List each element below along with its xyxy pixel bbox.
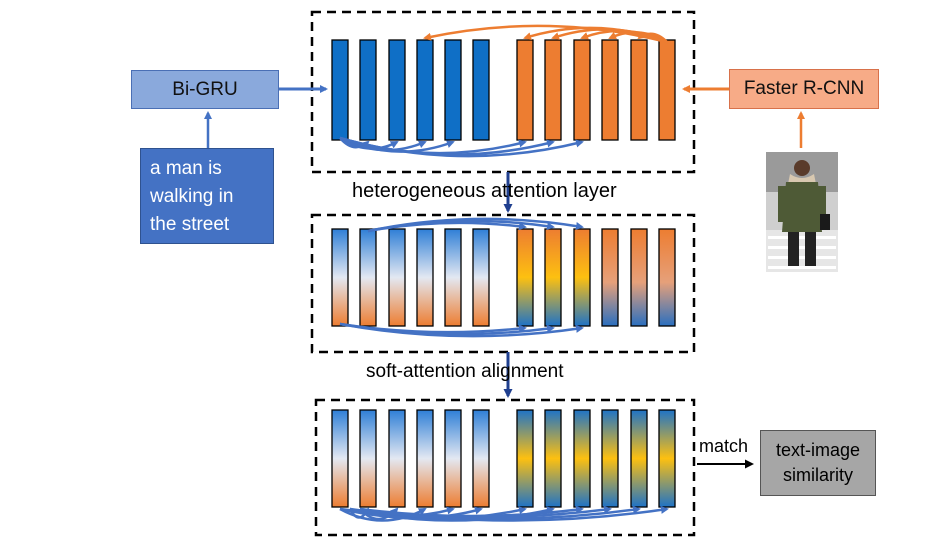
stage3-attention-arc-11 bbox=[359, 505, 669, 522]
heterogeneous-layer-caption: heterogeneous attention layer bbox=[352, 180, 617, 202]
stage1-image-feature-4 bbox=[601, 39, 619, 141]
stage3-text-feature-5 bbox=[444, 409, 462, 508]
stage1-text-attention-arc-7 bbox=[339, 136, 584, 158]
stage2-text-feature-2 bbox=[359, 228, 377, 327]
bi-gru-label: Bi-GRU bbox=[172, 78, 238, 100]
stage2-text-feature-3 bbox=[388, 228, 406, 327]
query-text: a man is walking in the street bbox=[150, 158, 234, 235]
stage1-image-feature-6 bbox=[658, 39, 676, 141]
stage2-image-feature-4 bbox=[601, 228, 619, 327]
stage2-frame bbox=[310, 213, 696, 354]
stage3-text-feature-4 bbox=[416, 409, 434, 508]
stage3-text-feature-3 bbox=[388, 409, 406, 508]
stage2-image-feature-3 bbox=[573, 228, 591, 327]
stage3-text-feature-6 bbox=[472, 409, 490, 508]
stage2-text-feature-1 bbox=[331, 228, 349, 327]
similarity-label: text-image similarity bbox=[775, 440, 861, 485]
bi-gru-box: Bi-GRU bbox=[131, 70, 279, 109]
stage3-image-feature-2 bbox=[544, 409, 562, 508]
stage2-image-feature-6 bbox=[658, 228, 676, 327]
stage1-text-feature-5 bbox=[444, 39, 462, 141]
stage1-image-feature-1 bbox=[516, 39, 534, 141]
stage2-text-feature-5 bbox=[444, 228, 462, 327]
stage2-top-arc-3 bbox=[367, 217, 584, 233]
stage1-text-feature-2 bbox=[359, 39, 377, 141]
stage1-image-feature-5 bbox=[630, 39, 648, 141]
stage2-bottom-arc-3 bbox=[339, 322, 584, 338]
stage3-image-feature-4 bbox=[601, 409, 619, 508]
stage3-text-feature-1 bbox=[331, 409, 349, 508]
stage1-image-feature-2 bbox=[544, 39, 562, 141]
stage2-text-feature-4 bbox=[416, 228, 434, 327]
soft-attention-caption: soft-attention alignment bbox=[366, 361, 564, 382]
stage1-text-feature-1 bbox=[331, 39, 349, 141]
stage3-image-feature-1 bbox=[516, 409, 534, 508]
stage1-image-to-text-arc bbox=[423, 24, 668, 44]
faster-rcnn-label: Faster R-CNN bbox=[743, 78, 865, 99]
stage1-image-feature-3 bbox=[573, 39, 591, 141]
stage3-image-feature-3 bbox=[573, 409, 591, 508]
similarity-box: text-image similarity bbox=[760, 430, 876, 496]
stage1-text-feature-3 bbox=[388, 39, 406, 141]
match-label: match bbox=[699, 436, 749, 456]
stage3-image-feature-6 bbox=[658, 409, 676, 508]
faster-rcnn-box: Faster R-CNN bbox=[729, 69, 879, 109]
stage3-image-feature-5 bbox=[630, 409, 648, 508]
stage1-text-feature-4 bbox=[416, 39, 434, 141]
man-walking-photo bbox=[766, 152, 838, 272]
stage3-frame bbox=[314, 398, 696, 537]
stage2-image-feature-2 bbox=[544, 228, 562, 327]
stage2-text-feature-6 bbox=[472, 228, 490, 327]
stage3-text-feature-2 bbox=[359, 409, 377, 508]
stage1-text-feature-6 bbox=[472, 39, 490, 141]
stage2-image-feature-1 bbox=[516, 228, 534, 327]
query-text-box: a man is walking in the street bbox=[140, 148, 274, 244]
stage2-image-feature-5 bbox=[630, 228, 648, 327]
